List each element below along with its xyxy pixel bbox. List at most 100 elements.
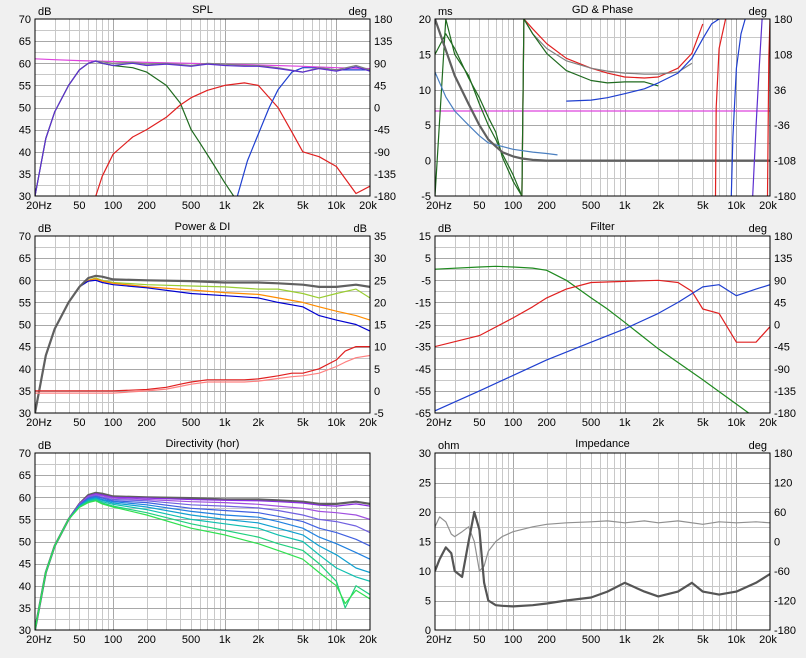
- y2-tick-label: 180: [774, 448, 792, 460]
- y-tick-label: 25: [419, 478, 431, 490]
- grid: [35, 236, 370, 413]
- series-line: [435, 71, 558, 156]
- plot-area: [34, 235, 371, 414]
- x-tick-label: 100: [504, 200, 522, 212]
- y-tick-label: 45: [19, 559, 31, 571]
- series-line: [435, 19, 770, 162]
- x-tick-label: 500: [582, 417, 600, 429]
- y2-tick-label: -90: [774, 364, 790, 376]
- right-unit-label: dB: [354, 223, 367, 235]
- y2-tick-label: 90: [774, 275, 786, 287]
- x-tick-label: 200: [137, 417, 155, 429]
- plot-border: [34, 235, 371, 414]
- x-tick-label: 20k: [759, 634, 777, 646]
- y-tick-label: 30: [19, 408, 31, 420]
- y-tick-label: 60: [19, 275, 31, 287]
- y2-tick-label: -180: [374, 191, 396, 203]
- x-tick-label: 50: [73, 417, 85, 429]
- y2-tick-label: 0: [374, 103, 380, 115]
- x-tick-label: 2k: [653, 417, 665, 429]
- y-tick-label: 50: [19, 320, 31, 332]
- x-tick-label: 10k: [728, 200, 746, 212]
- y-tick-label: 60: [19, 58, 31, 70]
- x-tick-label: 200: [537, 417, 555, 429]
- y2-tick-label: 25: [374, 275, 386, 287]
- y-tick-label: -5: [421, 275, 431, 287]
- y-tick-label: 0: [425, 156, 431, 168]
- y-tick-label: 70: [19, 231, 31, 243]
- plot-area: [434, 235, 771, 414]
- series-group: [435, 19, 770, 196]
- y-tick-label: 50: [19, 103, 31, 115]
- y2-tick-label: 0: [774, 537, 780, 549]
- chart-title: Power & DI: [175, 221, 231, 233]
- y-tick-label: 5: [425, 596, 431, 608]
- x-tick-label: 1k: [219, 417, 231, 429]
- y2-tick-label: 5: [374, 364, 380, 376]
- y2-tick-label: -60: [774, 566, 790, 578]
- y-tick-label: 20: [419, 14, 431, 26]
- y2-tick-label: -5: [374, 408, 384, 420]
- y-tick-label: 55: [19, 80, 31, 92]
- y-tick-label: -5: [421, 191, 431, 203]
- x-tick-label: 2k: [253, 634, 265, 646]
- y-tick-label: -55: [415, 386, 431, 398]
- y2-tick-label: -108: [774, 156, 796, 168]
- x-tick-label: 20Hz: [426, 417, 452, 429]
- y-tick-label: 40: [19, 364, 31, 376]
- chart-title: Filter: [590, 221, 615, 233]
- y-tick-label: 65: [19, 470, 31, 482]
- y-tick-label: -45: [415, 364, 431, 376]
- x-tick-label: 50: [473, 200, 485, 212]
- y2-tick-label: 135: [374, 36, 392, 48]
- y-tick-label: 45: [19, 342, 31, 354]
- x-tick-label: 20Hz: [426, 634, 452, 646]
- x-tick-label: 20k: [359, 634, 377, 646]
- series-line: [435, 33, 523, 196]
- series-line: [566, 19, 720, 102]
- x-tick-label: 50: [473, 634, 485, 646]
- x-tick-label: 20Hz: [26, 417, 52, 429]
- x-tick-label: 200: [137, 200, 155, 212]
- y2-tick-label: -45: [374, 125, 390, 137]
- series-line: [435, 284, 770, 412]
- x-tick-label: 100: [504, 417, 522, 429]
- x-tick-label: 5k: [297, 417, 309, 429]
- y2-tick-label: 120: [774, 478, 792, 490]
- y-tick-label: 10: [419, 566, 431, 578]
- series-line: [435, 510, 770, 608]
- series-group: [35, 58, 370, 196]
- series-line: [95, 82, 370, 196]
- y2-tick-label: 0: [774, 320, 780, 332]
- x-tick-label: 50: [473, 417, 485, 429]
- series-line: [35, 500, 370, 630]
- left-unit-label: dB: [438, 223, 451, 235]
- y-tick-label: 15: [419, 537, 431, 549]
- y2-tick-label: -120: [774, 596, 796, 608]
- x-tick-label: 500: [582, 200, 600, 212]
- x-tick-label: 100: [104, 417, 122, 429]
- series-line: [35, 274, 370, 413]
- y2-tick-label: -135: [774, 386, 796, 398]
- y2-tick-label: 135: [774, 253, 792, 265]
- y-tick-label: 65: [19, 36, 31, 48]
- y2-tick-label: 20: [374, 297, 386, 309]
- y-tick-label: 5: [425, 253, 431, 265]
- x-tick-label: 5k: [697, 634, 709, 646]
- y-tick-label: -25: [415, 320, 431, 332]
- y2-tick-label: 45: [374, 80, 386, 92]
- x-tick-label: 500: [582, 634, 600, 646]
- y-tick-label: 30: [19, 625, 31, 637]
- series-line: [435, 279, 770, 348]
- y-tick-label: 0: [425, 625, 431, 637]
- x-tick-label: 10k: [728, 634, 746, 646]
- x-tick-label: 20k: [359, 200, 377, 212]
- right-unit-label: deg: [349, 6, 367, 18]
- y-tick-label: 20: [419, 507, 431, 519]
- y-tick-label: 5: [425, 120, 431, 132]
- y-tick-label: 70: [19, 448, 31, 460]
- y-tick-label: -15: [415, 297, 431, 309]
- x-tick-label: 50: [73, 634, 85, 646]
- y2-tick-label: 60: [774, 507, 786, 519]
